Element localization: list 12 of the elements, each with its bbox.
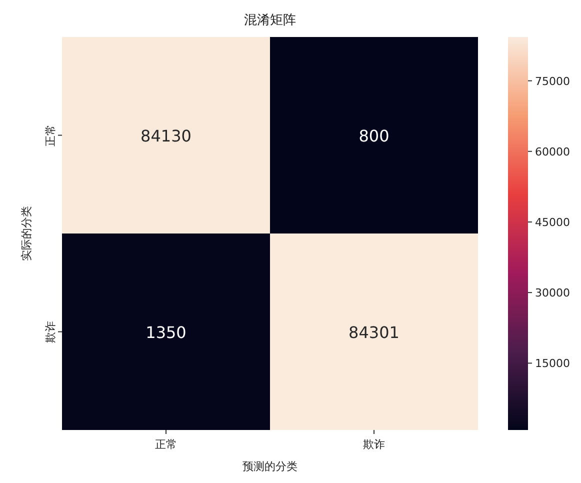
color-bar-label: 60000 (535, 145, 570, 158)
color-bar-label: 15000 (535, 357, 570, 370)
data-label: 1350 (146, 322, 186, 342)
color-bar-label: 75000 (535, 74, 570, 88)
color-bar-label: 45000 (535, 216, 570, 229)
chart-title: 混淆矩阵 (244, 13, 296, 28)
data-label: 84301 (348, 322, 400, 342)
data-label: 800 (358, 126, 390, 146)
x-axis-title: 预测的分类 (242, 460, 298, 473)
color-bar-label: 30000 (535, 286, 570, 300)
data-label: 84130 (140, 126, 192, 146)
y-axis-title: 实际的分类 (20, 206, 33, 261)
